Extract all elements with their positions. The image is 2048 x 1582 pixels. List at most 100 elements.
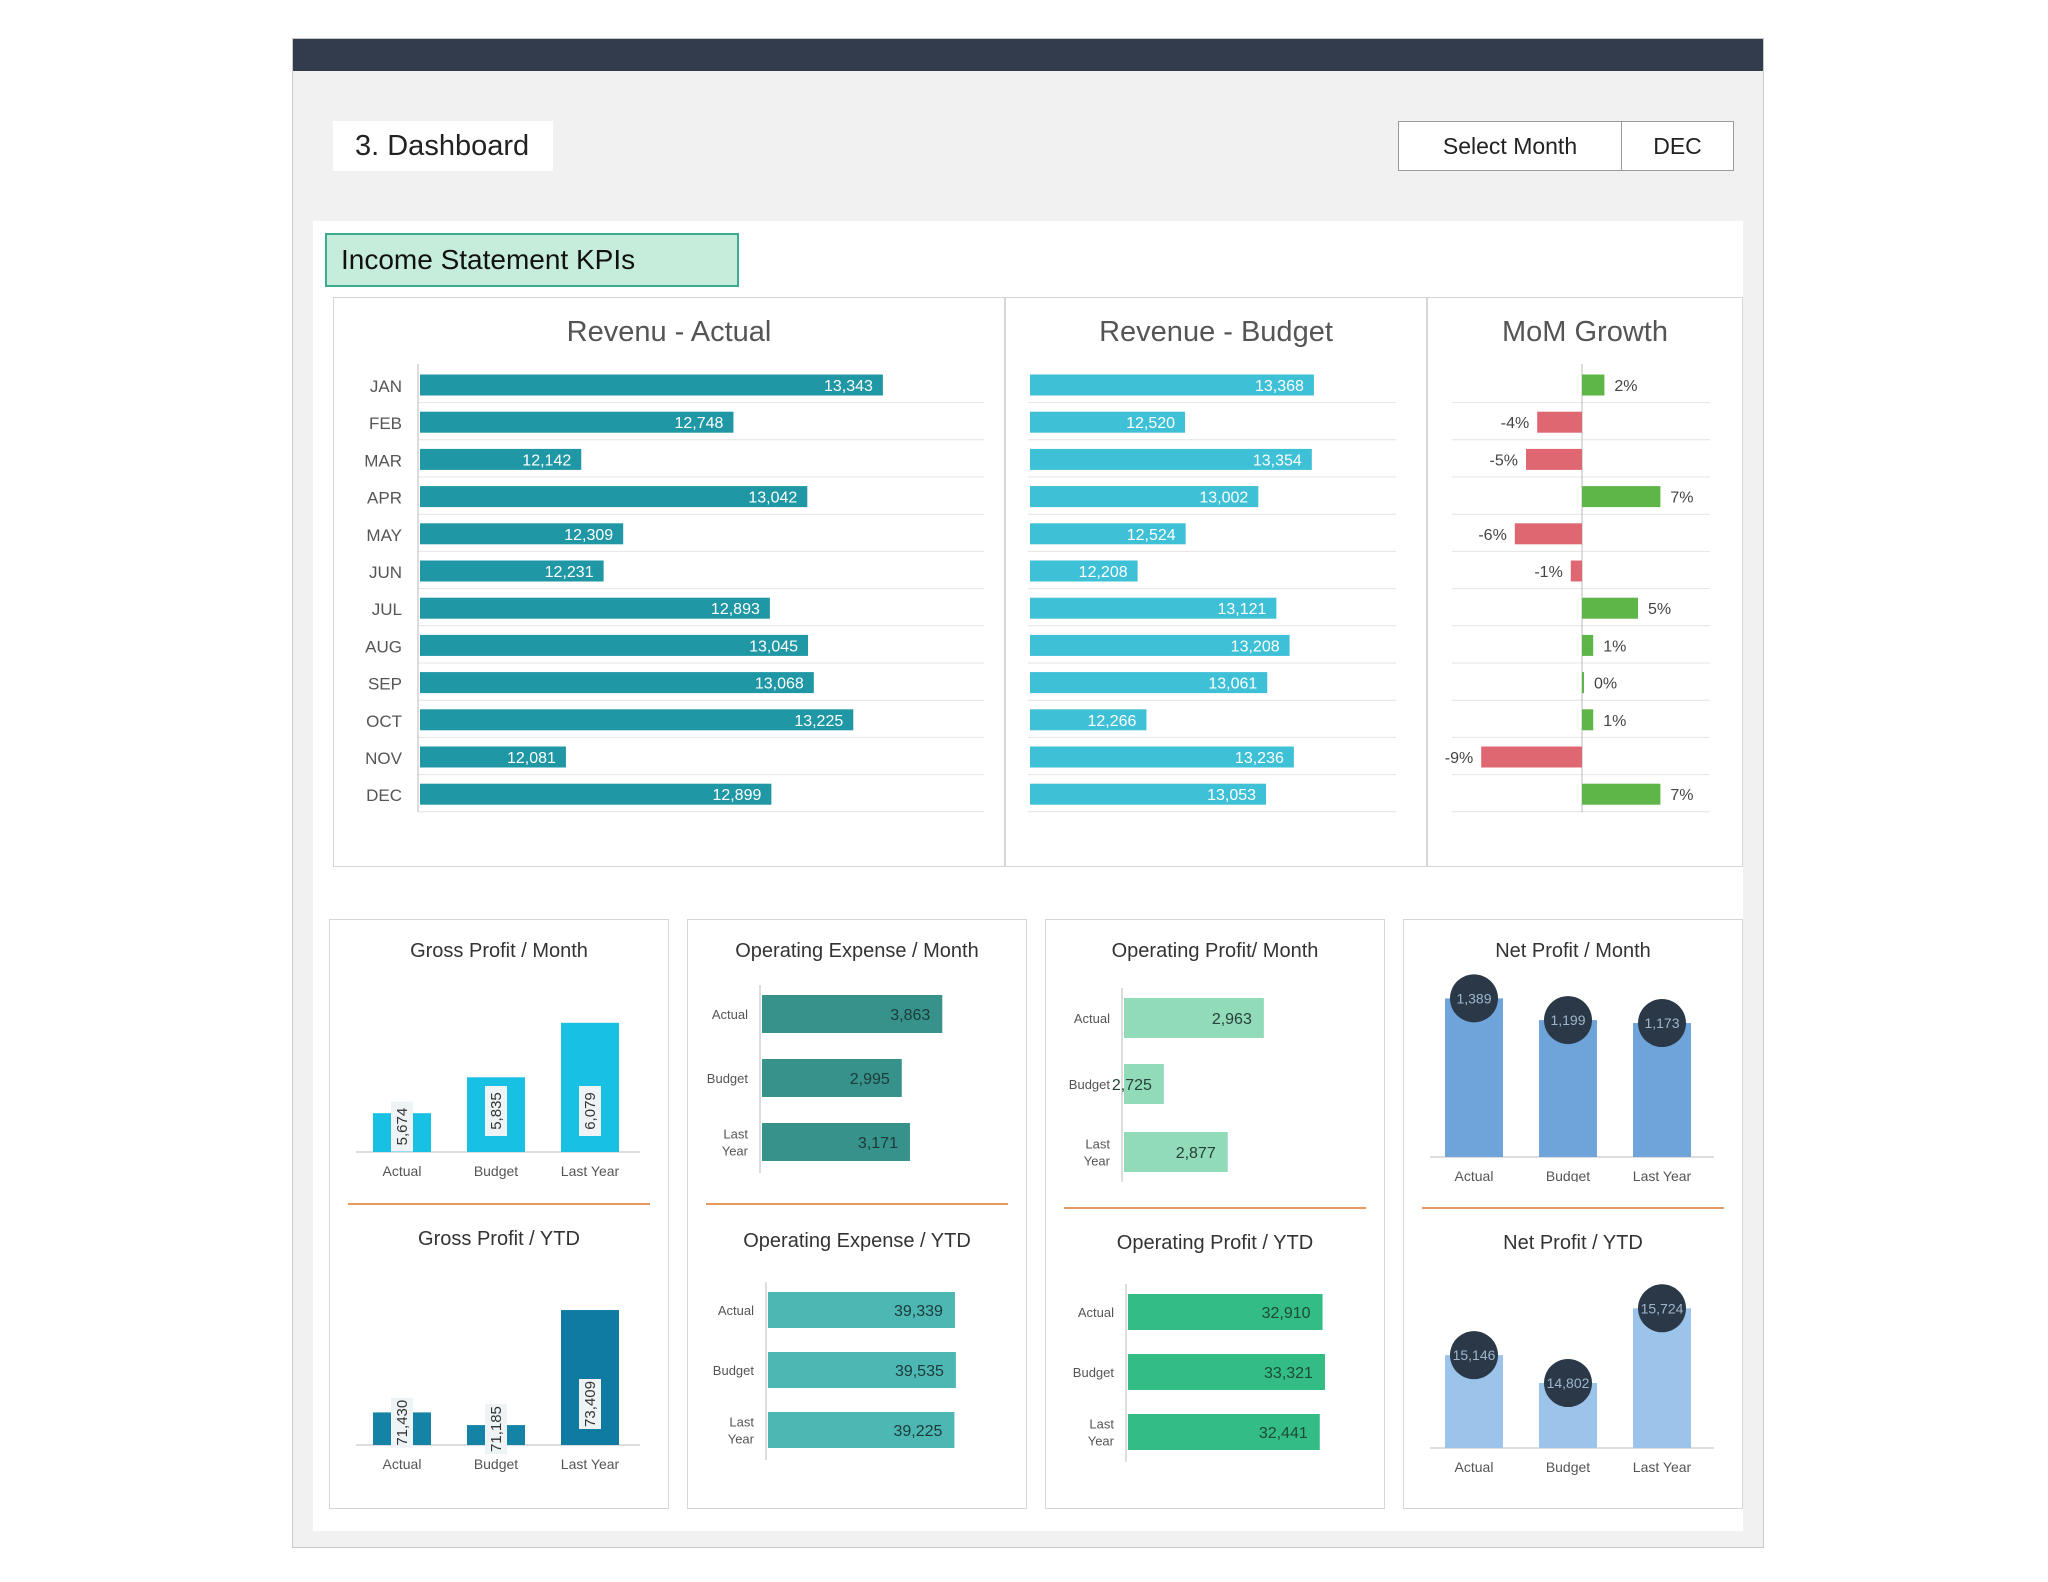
category-label: Actual — [712, 1007, 748, 1022]
growth-bar-7 — [1582, 634, 1594, 656]
growth-label: 0% — [1594, 676, 1617, 693]
data-label: 13,236 — [1235, 750, 1284, 767]
operating-profit-panel: Operating Profit/ Month 2,963 Actual 2,725… — [1045, 919, 1385, 1509]
bar-4 — [1030, 523, 1186, 545]
month-selector[interactable]: Select Month DEC — [1398, 121, 1734, 171]
data-label: 1,173 — [1644, 1015, 1679, 1031]
bar-2 — [1128, 1414, 1320, 1450]
data-label: 12,266 — [1087, 713, 1136, 730]
data-label: 39,225 — [893, 1423, 942, 1440]
bar-1 — [1124, 1064, 1164, 1104]
data-label: 12,748 — [675, 415, 724, 432]
tick-label-may: MAY — [366, 526, 402, 545]
growth-bar-1 — [1537, 411, 1582, 433]
data-label: 5,835 — [488, 1092, 505, 1130]
bar-11 — [1030, 783, 1267, 805]
data-label: 13,045 — [749, 638, 798, 655]
category-label: Budget — [707, 1071, 749, 1086]
tick-label-jan: JAN — [370, 377, 402, 396]
data-label: 12,309 — [564, 527, 613, 544]
data-label: 12,081 — [507, 750, 556, 767]
bar-2 — [762, 1123, 910, 1161]
data-label: 13,002 — [1199, 490, 1248, 507]
label-bg — [391, 1397, 413, 1448]
growth-label: 7% — [1670, 490, 1693, 507]
bar-1 — [1128, 1354, 1325, 1390]
data-label: 2,725 — [1112, 1077, 1152, 1094]
category-label: Actual — [1455, 1459, 1494, 1475]
mom-growth-chart: 2% -4% -5% 7% -6% -1% 5% 1% 0% 1% -9% 7% — [1445, 364, 1710, 813]
tick-label-jun: JUN — [369, 563, 402, 582]
page-title: 3. Dashboard — [333, 121, 553, 171]
gross-profit-divider — [348, 1203, 650, 1205]
data-label: 2,877 — [1176, 1145, 1216, 1162]
month-dropdown[interactable]: DEC — [1622, 121, 1734, 171]
tick-label-oct: OCT — [366, 712, 402, 731]
data-label: 12,893 — [711, 601, 760, 618]
data-label: 12,899 — [712, 787, 761, 804]
growth-bar-10 — [1481, 746, 1582, 768]
category-label: Budget — [1546, 1168, 1590, 1182]
category-label: Budget — [1546, 1459, 1590, 1475]
tick-label-jul: JUL — [372, 600, 402, 619]
data-label: 13,354 — [1253, 452, 1302, 469]
growth-bar-3 — [1582, 486, 1661, 508]
label-bg — [391, 1101, 413, 1152]
growth-bar-4 — [1514, 523, 1582, 545]
bar-1 — [768, 1352, 956, 1388]
data-label: 13,368 — [1255, 378, 1304, 395]
category-label: Last Year — [561, 1163, 620, 1179]
category-label: Budget — [1073, 1365, 1115, 1380]
bar-7 — [1030, 634, 1290, 656]
category-label: Year — [722, 1144, 749, 1159]
revenue-actual-chart: JAN FEB MAR APR MAY JUN JUL AUG SEP OCT NOV DEC 13,3… — [364, 364, 984, 813]
growth-label: -4% — [1501, 415, 1529, 432]
tick-label-nov: NOV — [365, 749, 403, 768]
opex-ytd-title: Operating Expense / YTD — [743, 1230, 971, 1252]
bar-1 — [420, 411, 734, 433]
gross-profit-ytd-title: Gross Profit / YTD — [418, 1228, 580, 1250]
data-label: 15,724 — [1641, 1300, 1684, 1316]
data-label: 2,963 — [1212, 1011, 1252, 1028]
bar-0 — [420, 374, 883, 396]
bar-0 — [768, 1292, 955, 1328]
data-label: 13,061 — [1208, 676, 1257, 693]
dashboard-frame: 3. Dashboard Select Month DEC Income Sta… — [292, 38, 1764, 1548]
data-label: 39,339 — [894, 1303, 943, 1320]
opex-divider — [706, 1203, 1008, 1205]
growth-bar-9 — [1582, 709, 1594, 731]
category-label: Actual — [1455, 1168, 1494, 1182]
bar-10 — [420, 746, 566, 768]
growth-label: -9% — [1445, 750, 1473, 767]
category-label: Last Year — [561, 1456, 620, 1472]
data-label: 73,409 — [582, 1381, 599, 1427]
opex-month-chart: 3,863 Actual 2,995 Budget 3,171 Last Year — [707, 985, 943, 1173]
tick-label-apr: APR — [367, 489, 402, 508]
category-label: Actual — [1074, 1011, 1110, 1026]
category-label: Year — [1084, 1154, 1111, 1169]
net-profit-panel: Net Profit / Month 1,389 Actual 1,199 Budge… — [1403, 919, 1743, 1509]
bar-0 — [1124, 998, 1264, 1038]
category-label: Last Year — [1633, 1459, 1692, 1475]
revenue-actual-title: Revenu - Actual — [566, 316, 772, 348]
data-label: 15,146 — [1453, 1347, 1496, 1363]
section-title: Income Statement KPIs — [325, 233, 739, 287]
label-bg — [485, 1086, 507, 1136]
category-label: Budget — [713, 1363, 755, 1378]
growth-label: 2% — [1614, 378, 1637, 395]
data-label: 12,142 — [522, 452, 571, 469]
tick-label-sep: SEP — [368, 675, 402, 694]
mom-growth-panel: MoM Growth 2% -4% -5% 7% -6% -1% 5% 1% 0% 1% -9% 7% — [1427, 297, 1743, 867]
data-label: 3,863 — [890, 1007, 930, 1024]
data-label: 14,802 — [1547, 1375, 1590, 1391]
category-label: Actual — [1078, 1305, 1114, 1320]
select-month-label: Select Month — [1398, 121, 1622, 171]
gross-profit-panel: Gross Profit / Month 5,674 Actual 5,835 Bud… — [329, 919, 669, 1509]
value-bubble — [1450, 974, 1498, 1023]
revenue-actual-panel: Revenu - Actual JAN FEB MAR APR MAY JUN JUL AUG… — [333, 297, 1005, 867]
np-ytd-title: Net Profit / YTD — [1503, 1232, 1643, 1254]
operating-expense-panel: Operating Expense / Month 3,863 Actual 2,9… — [687, 919, 1027, 1509]
bar-6 — [420, 597, 770, 619]
data-label: 6,079 — [582, 1092, 599, 1130]
bar-0 — [762, 995, 943, 1033]
